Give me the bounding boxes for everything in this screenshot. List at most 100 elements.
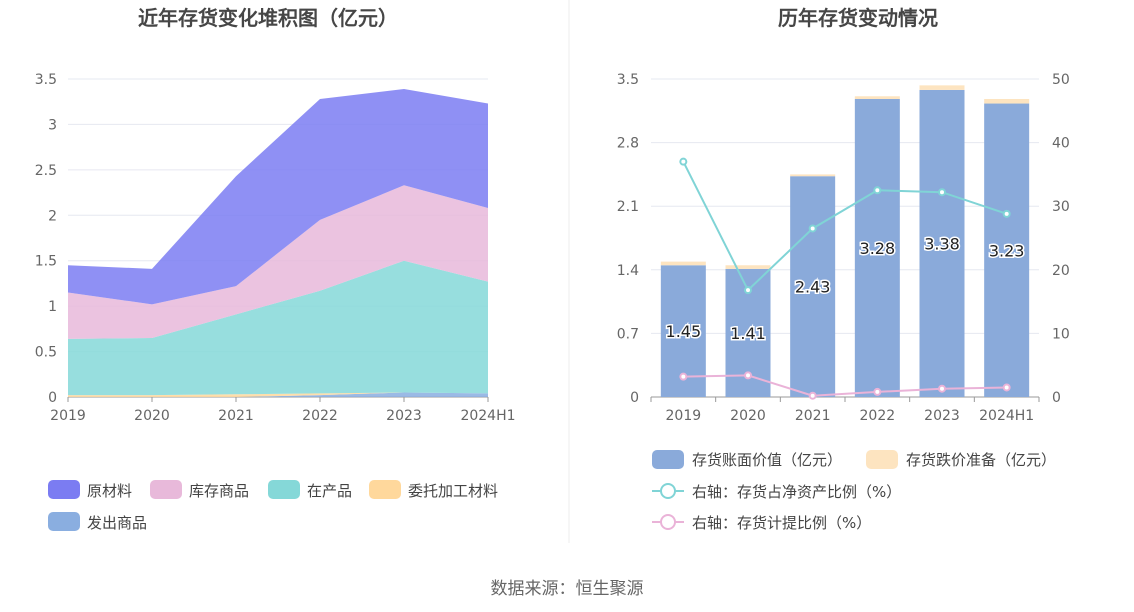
point-line_net_asset (1002, 209, 1011, 218)
x-tick-label: 2023 (924, 408, 960, 424)
x-tick-label: 2024H1 (460, 408, 515, 424)
point-line_net_asset (938, 188, 946, 197)
legend-label: 在产品 (307, 482, 352, 500)
legend-label: 发出商品 (87, 514, 147, 532)
area-finished_goods (68, 185, 488, 339)
legend-swatch-wip (268, 480, 300, 499)
legend-swatch-shipped (48, 512, 80, 531)
bar-book_value (984, 103, 1030, 397)
bar-impairment (984, 98, 1030, 104)
legend-marker-line_provision (660, 514, 676, 530)
x-tick-label: 2021 (218, 408, 254, 424)
y2-tick-label: 10 (1052, 326, 1070, 342)
y-tick-label: 2 (48, 208, 57, 224)
right-legend[interactable]: 存货账面价值（亿元） 存货跌价准备（亿元） 右轴：存货占净资产比例（%） 右轴：存货计… (652, 450, 1056, 532)
bar-impairment (919, 85, 965, 90)
x-tick-label: 2019 (666, 408, 702, 424)
y-tick-label: 0 (48, 390, 57, 406)
y-tick-label: 1 (48, 299, 57, 315)
point-line_provision (938, 384, 946, 393)
point-line_provision (873, 387, 882, 396)
bar-line-chart: 历年存货变动情况 1.45 1.41 2.43 3.28 3.38 3.23 0 0.7 1.… (617, 6, 1070, 532)
right-chart-title: 历年存货变动情况 (778, 6, 938, 30)
bar-series-group (660, 85, 1030, 397)
legend-label: 右轴：存货占净资产比例（%） (692, 483, 901, 501)
legend-swatch-finished_goods (150, 480, 182, 499)
bar-impairment (660, 261, 706, 266)
legend-label: 存货跌价准备（亿元） (906, 451, 1056, 469)
x-tick-label: 2021 (795, 408, 831, 424)
y-tick-label: 2.8 (617, 136, 639, 152)
y2-tick-label: 30 (1052, 199, 1070, 215)
line-line_provision (683, 374, 1007, 397)
bar-book_value (919, 89, 965, 397)
area-consigned (68, 392, 488, 397)
y-tick-label: 0 (630, 390, 639, 406)
bar-book_value (790, 176, 836, 397)
y2-tick-label: 50 (1052, 72, 1070, 88)
bar-data-labels: 1.45 1.41 2.43 3.28 3.38 3.23 (664, 233, 1026, 344)
y-tick-label: 3.5 (617, 72, 639, 88)
legend-label: 库存商品 (189, 482, 249, 500)
x-tick-label: 2022 (860, 408, 896, 424)
legend-swatch-impairment (866, 450, 898, 469)
legend-label: 右轴：存货计提比例（%） (692, 514, 871, 532)
chart-canvas: 近年存货变化堆积图（亿元） 00.511.522.533.5 2019 2020 2… (35, 0, 1070, 543)
y-tick-label: 0.7 (617, 326, 639, 342)
legend-swatch-raw_material (48, 480, 80, 499)
legend-swatch-consigned (369, 480, 401, 499)
bar-impairment (725, 265, 771, 269)
right-chart-left-y-axis: 0 0.7 1.4 2.1 2.8 3.5 (617, 72, 639, 406)
bar-data-label: 3.28 (860, 239, 896, 258)
bar-book_value (854, 98, 900, 397)
y-tick-label: 3 (48, 117, 57, 133)
y-tick-label: 1.4 (617, 263, 639, 279)
point-line_net_asset (808, 224, 817, 233)
line-line_net_asset (682, 161, 1007, 292)
legend-marker-line_net_asset (660, 483, 676, 499)
bar-impairment (790, 174, 836, 177)
left-x-axis: 2019 2020 2021 2022 2023 2024H1 (50, 397, 516, 424)
y2-tick-label: 20 (1052, 263, 1070, 279)
bar-data-label: 3.38 (924, 234, 960, 253)
line-series-group (679, 157, 1011, 400)
y2-tick-label: 40 (1052, 136, 1070, 152)
right-grid (651, 78, 1039, 398)
bar-impairment (854, 96, 900, 99)
area-series-group (68, 88, 488, 397)
point-line_net_asset (873, 186, 882, 195)
left-y-axis: 0 0.5 1 1.5 2 2.5 3 3.5 (35, 72, 57, 406)
bar-data-label: 1.45 (666, 322, 702, 341)
y-tick-label: 2.1 (617, 199, 639, 215)
point-line_net_asset (679, 157, 688, 166)
left-chart-title: 近年存货变化堆积图（亿元） (138, 6, 398, 30)
x-tick-label: 2023 (386, 408, 422, 424)
x-tick-label: 2020 (134, 408, 170, 424)
bar-data-label: 1.41 (730, 324, 766, 343)
right-chart-right-y-axis: 0 10 20 30 40 50 (1052, 72, 1070, 406)
stacked-area-chart: 近年存货变化堆积图（亿元） 00.511.522.533.5 2019 2020 2… (35, 6, 516, 532)
x-tick-label: 2024H1 (979, 408, 1034, 424)
right-x-axis: 2019 2020 2021 2022 2023 2024H1 (650, 397, 1040, 424)
area-shipped (68, 392, 488, 397)
point-line_provision (679, 372, 688, 381)
area-wip (68, 260, 488, 396)
bar-data-label: 3.23 (989, 241, 1025, 260)
point-line_provision (808, 391, 817, 400)
y-tick-label: 2.5 (35, 163, 57, 179)
legend-label: 存货账面价值（亿元） (692, 451, 842, 469)
legend-swatch-book-value (652, 450, 684, 469)
y-tick-label: 0.5 (35, 345, 57, 361)
point-line_provision (744, 371, 752, 380)
x-tick-label: 2019 (50, 408, 86, 424)
x-tick-label: 2020 (730, 408, 766, 424)
point-line_net_asset (744, 286, 752, 295)
legend-label: 原材料 (87, 482, 132, 500)
legend-label: 委托加工材料 (408, 482, 498, 500)
y-tick-label: 1.5 (35, 254, 57, 270)
point-line_provision (1002, 383, 1011, 392)
data-source-note: 数据来源：恒生聚源 (490, 579, 644, 599)
bar-data-label: 2.43 (795, 278, 831, 297)
area-raw_material (68, 88, 488, 305)
